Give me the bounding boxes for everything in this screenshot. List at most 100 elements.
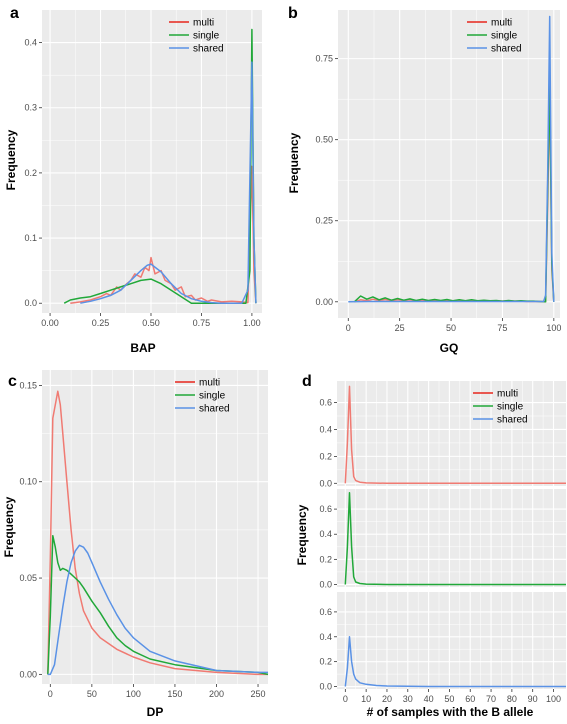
- panel-letter: a: [10, 5, 19, 22]
- y-tick-label: 0.0: [24, 298, 37, 308]
- x-tick-label: 25: [395, 323, 405, 333]
- x-tick-label: 40: [424, 694, 434, 704]
- x-tick-label: 150: [167, 689, 182, 699]
- y-tick-label: 0.4: [24, 38, 37, 48]
- plot-background: [42, 370, 268, 684]
- series-line-multi: [70, 165, 257, 304]
- series-line-shared: [344, 636, 566, 688]
- y-tick-label: 0.25: [315, 216, 333, 226]
- y-axis-title: Frequency: [295, 504, 309, 565]
- plot-background: [337, 381, 566, 486]
- y-tick-label: 0.15: [19, 380, 37, 390]
- x-tick-label: 20: [382, 694, 392, 704]
- panel-letter: b: [288, 5, 298, 22]
- x-tick-label: 100: [546, 323, 561, 333]
- y-tick-label: 0.10: [19, 477, 37, 487]
- panel-d: d 0.0 0.2 0.4 0.6 0.0 0.2 0.4 0.6 0.0 0.2 0.4 0.6 0 10…: [295, 373, 566, 719]
- x-tick-label: 0.25: [92, 318, 110, 328]
- y-tick-label: 0.2: [319, 657, 332, 667]
- x-axis-title: BAP: [130, 341, 155, 355]
- y-tick-label: 0.0: [319, 579, 332, 589]
- legend-label-shared: shared: [497, 415, 528, 426]
- legend-label-shared: shared: [193, 44, 224, 55]
- y-tick-label: 0.00: [19, 669, 37, 679]
- y-tick-label: 0.2: [319, 451, 332, 461]
- y-tick-label: 0.75: [315, 54, 333, 64]
- series-line-shared: [47, 544, 268, 676]
- series-line-single: [63, 28, 257, 304]
- plot-background: [338, 10, 560, 318]
- y-tick-label: 0.3: [24, 103, 37, 113]
- x-tick-label: 50: [446, 323, 456, 333]
- panel-letter: c: [8, 373, 17, 390]
- panel-b: b 0.00 0.25 0.50 0.75 0 25 50 75 100 multi single sh…: [287, 5, 561, 355]
- y-tick-label: 0.1: [24, 233, 37, 243]
- x-axis-title: GQ: [440, 341, 459, 355]
- series-line-single: [344, 492, 566, 586]
- y-axis-title: Frequency: [4, 129, 18, 190]
- y-tick-label: 0.4: [319, 529, 332, 539]
- facet-shared: 0.0 0.2 0.4 0.6 0 10 20 30 40 50 60 70 80 90 100: [319, 592, 566, 704]
- x-tick-label: 1.00: [243, 318, 261, 328]
- legend-label-single: single: [199, 391, 226, 402]
- y-tick-label: 0.6: [319, 398, 332, 408]
- facet-multi: 0.0 0.2 0.4 0.6: [319, 381, 566, 488]
- legend-label-single: single: [193, 31, 220, 42]
- x-tick-label: 60: [465, 694, 475, 704]
- plot-background: [337, 592, 566, 689]
- x-tick-label: 200: [209, 689, 224, 699]
- x-tick-label: 0.75: [193, 318, 211, 328]
- y-tick-label: 0.00: [315, 297, 333, 307]
- x-tick-label: 90: [528, 694, 538, 704]
- x-tick-label: 0: [48, 689, 53, 699]
- x-tick-label: 75: [497, 323, 507, 333]
- x-tick-label: 30: [403, 694, 413, 704]
- series-line-shared: [348, 15, 555, 303]
- legend-label-single: single: [491, 31, 518, 42]
- panel-a: a 0.0 0.1 0.2 0.3 0.4 0.00 0.25 0.50 0.75 1.00 mult…: [4, 5, 262, 355]
- x-axis-title: DP: [147, 705, 164, 719]
- x-tick-label: 0: [343, 694, 348, 704]
- y-tick-label: 0.05: [19, 573, 37, 583]
- y-axis-title: Frequency: [2, 496, 16, 557]
- series-line-shared: [80, 61, 257, 304]
- legend-label-multi: multi: [491, 18, 512, 29]
- y-axis-title: Frequency: [287, 132, 301, 193]
- x-tick-label: 250: [251, 689, 266, 699]
- legend-label-single: single: [497, 402, 524, 413]
- y-tick-label: 0.2: [319, 554, 332, 564]
- series-line-single: [47, 534, 269, 676]
- panel-letter: d: [302, 373, 312, 390]
- series-line-multi: [344, 385, 566, 485]
- x-tick-label: 10: [361, 694, 371, 704]
- y-tick-label: 0.6: [319, 607, 332, 617]
- plot-background: [337, 489, 566, 587]
- x-tick-label: 50: [444, 694, 454, 704]
- plot-background: [42, 10, 262, 313]
- y-tick-label: 0.6: [319, 504, 332, 514]
- x-tick-label: 70: [486, 694, 496, 704]
- x-tick-label: 80: [507, 694, 517, 704]
- x-tick-label: 50: [87, 689, 97, 699]
- x-axis-title: # of samples with the B allele: [367, 705, 534, 719]
- y-tick-label: 0.0: [319, 478, 332, 488]
- y-tick-label: 0.2: [24, 168, 37, 178]
- legend-label-multi: multi: [497, 389, 518, 400]
- x-tick-label: 0.50: [142, 318, 160, 328]
- legend-label-multi: multi: [199, 378, 220, 389]
- y-tick-label: 0.4: [319, 632, 332, 642]
- x-tick-label: 100: [546, 694, 561, 704]
- x-tick-label: 0.00: [41, 318, 59, 328]
- legend-label-shared: shared: [199, 404, 230, 415]
- x-tick-label: 100: [126, 689, 141, 699]
- y-tick-label: 0.4: [319, 424, 332, 434]
- legend-label-shared: shared: [491, 44, 522, 55]
- legend-label-multi: multi: [193, 18, 214, 29]
- series-line-multi: [47, 390, 268, 676]
- panel-c: c 0.00 0.05 0.10 0.15 0 50 100 150 200 250 multi sin…: [2, 370, 269, 719]
- y-tick-label: 0.0: [319, 682, 332, 692]
- y-tick-label: 0.50: [315, 135, 333, 145]
- x-tick-label: 0: [346, 323, 351, 333]
- facet-single: 0.0 0.2 0.4 0.6: [319, 489, 566, 589]
